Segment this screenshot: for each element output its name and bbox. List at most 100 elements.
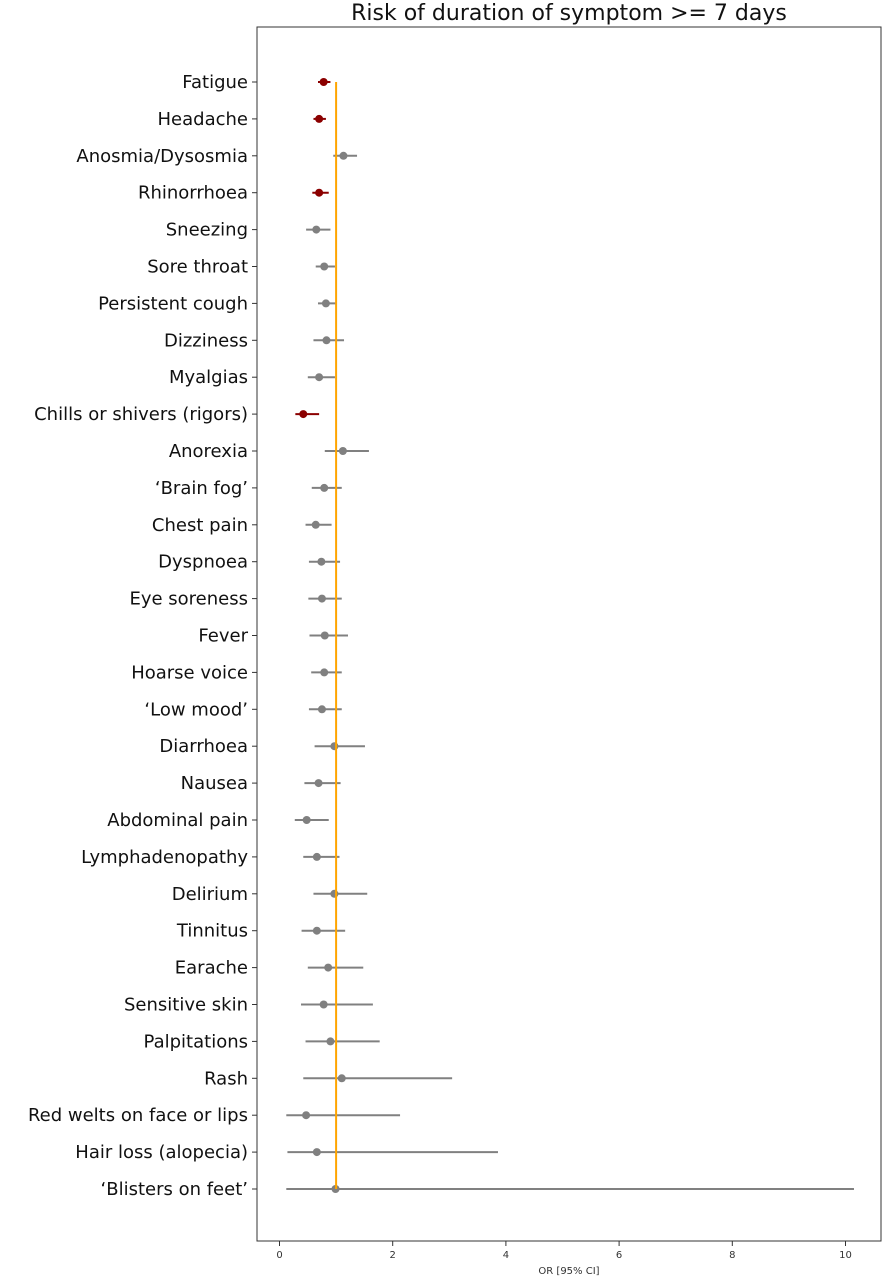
x-tick-label: 8 [729,1250,735,1261]
x-axis: 0 2 4 6 8 10 [276,1241,852,1261]
or-point [312,225,321,234]
or-point [312,1148,321,1157]
or-point [302,1111,311,1120]
or-point [317,705,326,714]
category-label: Sensitive skin [124,995,248,1016]
or-point [324,963,333,972]
forest-row: Chills or shivers (rigors) [34,404,320,425]
or-point [317,557,326,566]
x-axis-label: OR [95% CI] [538,1266,599,1277]
x-tick-label: 6 [616,1250,622,1261]
or-point [312,852,321,861]
forest-row: Fatigue [182,72,331,93]
category-label: Rhinorrhoea [138,183,248,204]
forest-row: Earache [175,958,364,979]
forest-row: ‘Low mood’ [144,699,342,720]
or-point [338,447,347,455]
forest-row: Hoarse voice [131,662,342,683]
category-label: Tinnitus [176,921,248,942]
forest-row: Nausea [181,773,341,794]
forest-row: ‘Blisters on feet’ [101,1179,854,1200]
category-label: Hoarse voice [131,662,248,683]
forest-row: Rhinorrhoea [138,183,329,204]
or-point [315,114,324,123]
category-label: Sore throat [147,257,248,278]
forest-row: Dyspnoea [158,552,341,573]
category-label: Myalgias [169,367,248,388]
category-label: Eye soreness [129,589,248,610]
forest-row: Diarrhoea [159,736,365,757]
category-label: Headache [158,109,248,130]
category-label: Hair loss (alopecia) [75,1142,248,1163]
forest-row: Eye soreness [129,589,342,610]
category-label: Chills or shivers (rigors) [34,404,248,425]
chart-title: Risk of duration of symptom >= 7 days [351,1,787,26]
forest-row: Dizziness [164,330,345,351]
forest-row: Anorexia [169,441,369,462]
category-label: ‘Brain fog’ [155,478,248,499]
category-label: Red welts on face or lips [28,1105,248,1126]
or-point [311,520,320,529]
forest-row: Fever [198,626,348,647]
or-point [319,1000,328,1009]
or-point [299,410,308,419]
or-point [326,1037,335,1046]
category-label: Delirium [172,884,248,905]
category-label: Lymphadenopathy [81,847,248,868]
category-label: Nausea [181,773,248,794]
category-label: Fever [198,626,248,647]
or-point [322,336,331,345]
x-tick-label: 0 [276,1250,282,1261]
category-label: Persistent cough [98,293,248,314]
or-point [320,668,329,677]
category-label: ‘Blisters on feet’ [101,1179,249,1200]
or-point [319,78,328,86]
or-point [330,889,339,898]
forest-row: Headache [158,109,326,130]
category-label: Rash [204,1068,248,1089]
x-tick-label: 2 [390,1250,396,1261]
forest-row: Hair loss (alopecia) [75,1142,498,1163]
forest-row: Sneezing [166,220,331,241]
or-point [320,483,329,492]
category-label: Palpitations [144,1031,248,1052]
category-label: Dyspnoea [158,552,248,573]
or-point [320,262,329,271]
or-point [314,779,323,788]
x-tick-label: 4 [503,1250,509,1261]
category-label: Anosmia/Dysosmia [76,146,248,167]
or-point [302,816,311,824]
forest-row: Myalgias [169,367,335,388]
forest-row: Sore throat [147,257,335,278]
forest-row: Tinnitus [176,921,346,942]
or-point [312,926,321,935]
forest-row: Anosmia/Dysosmia [76,146,358,167]
category-label: Earache [175,958,248,979]
forest-row: Lymphadenopathy [81,847,340,868]
category-label: Anorexia [169,441,248,462]
forest-row: Red welts on face or lips [28,1105,401,1126]
or-point [337,1074,346,1083]
or-point [330,742,339,751]
category-label: Abdominal pain [107,810,248,831]
or-point [315,373,324,382]
plot-frame [256,26,882,1242]
or-point [315,188,324,197]
category-label: Fatigue [182,72,248,93]
forest-row: Palpitations [144,1031,380,1052]
forest-row: Chest pain [152,515,332,536]
or-point [317,594,326,603]
forest-row: ‘Brain fog’ [155,478,342,499]
forest-row: Delirium [172,884,368,905]
plot-rows: Fatigue Headache Anosmia/Dysosmia Rhinorrho… [28,72,854,1200]
category-label: Chest pain [152,515,248,536]
category-label: Sneezing [166,220,248,241]
category-label: ‘Low mood’ [144,699,248,720]
category-label: Diarrhoea [159,736,248,757]
or-point [320,631,329,640]
forest-row: Abdominal pain [107,810,329,831]
forest-row: Rash [204,1068,453,1089]
x-tick-label: 10 [839,1250,852,1261]
forest-row: Persistent cough [98,293,336,314]
